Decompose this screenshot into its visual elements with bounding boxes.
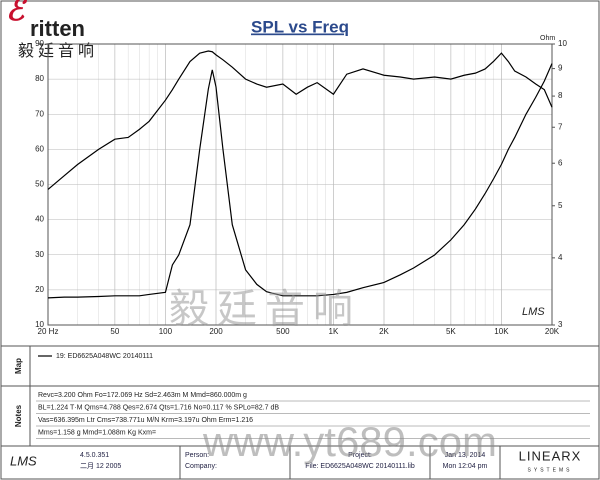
y-tick-label: 50: [35, 180, 44, 189]
footer-logo: LMS: [10, 453, 37, 468]
x-tick-label: 500: [276, 327, 290, 336]
y2-tick-label: 8: [558, 91, 563, 100]
note-line: BL=1.224 T·M Qms=4.788 Qes=2.674 Qts=1.7…: [38, 404, 279, 411]
series-line: [47, 50, 553, 190]
lms-mark: LMS: [522, 306, 545, 318]
y2-tick-label: 4: [558, 253, 563, 262]
x-tick-label: 50: [110, 327, 119, 336]
note-line: Mms=1.158 g Mmd=1.088m Kg Kxm=: [38, 429, 156, 436]
x-tick-label: 2K: [379, 327, 389, 336]
y-tick-label: 40: [35, 215, 44, 224]
y2-tick-label: 9: [558, 64, 563, 73]
x-tick-label: 20 Hz: [38, 327, 59, 336]
note-line: Vas=636.395m Ltr Cms=738.771u M/N Krm=3.…: [38, 417, 253, 424]
y-tick-label: 90: [35, 39, 44, 48]
y-tick-label: 80: [35, 74, 44, 83]
y-tick-label: 10: [35, 320, 44, 329]
watermark-chinese: 毅廷音响: [169, 288, 361, 332]
watermark-url: www.yt689.com: [202, 418, 497, 465]
y-tick-label: 70: [35, 109, 44, 118]
chart-title: SPL vs Freq: [251, 17, 349, 36]
footer-file: File: ED6625A048WC 20140111.lib: [305, 463, 415, 470]
footer-version: 4.5.0.351: [80, 452, 109, 459]
y-tick-label: 30: [35, 250, 44, 259]
footer-brand: LINEARX: [519, 448, 582, 463]
footer-print-time: Mon 12:04 pm: [443, 463, 488, 470]
map-label: Map: [14, 358, 23, 374]
footer-person: Person:: [185, 452, 209, 459]
y2-tick-label: 7: [558, 122, 563, 131]
footer-brand-sub: SYSTEMS: [528, 467, 573, 473]
x-tick-label: 1K: [329, 327, 339, 336]
legend-text: 19: ED6625A048WC 20140111: [56, 353, 153, 360]
note-line: Revc=3.200 Ohm Fo=172.069 Hz Sd=2.463m M…: [38, 392, 247, 399]
x-tick-label: 200: [209, 327, 223, 336]
footer-date: 二月 12 2005: [80, 462, 121, 470]
plot-area: [47, 43, 553, 326]
footer-project: Project:: [348, 452, 372, 459]
notes: Revc=3.200 Ohm Fo=172.069 Hz Sd=2.463m M…: [36, 392, 590, 439]
y-tick-label: 20: [35, 285, 44, 294]
y2-tick-label: 3: [558, 320, 563, 329]
y2-tick-label: 6: [558, 158, 563, 167]
logo-brand: ritten: [30, 16, 85, 41]
x-tick-label: 5K: [446, 327, 456, 336]
y2-tick-label: 10: [558, 39, 567, 48]
footer-company: Company:: [185, 463, 217, 470]
notes-label: Notes: [14, 404, 23, 427]
series-line: [47, 63, 553, 299]
x-tick-label: 100: [159, 327, 173, 336]
y2-label: Ohm: [540, 35, 555, 42]
logo-chinese: 毅廷音响: [18, 42, 98, 60]
x-tick-label: 10K: [494, 327, 509, 336]
x-tick-label: 20K: [545, 327, 560, 336]
y-tick-label: 60: [35, 144, 44, 153]
y2-tick-label: 5: [558, 201, 563, 210]
logo-e: ℰ: [6, 0, 28, 27]
footer-print-date: Jan 13, 2014: [445, 452, 486, 459]
